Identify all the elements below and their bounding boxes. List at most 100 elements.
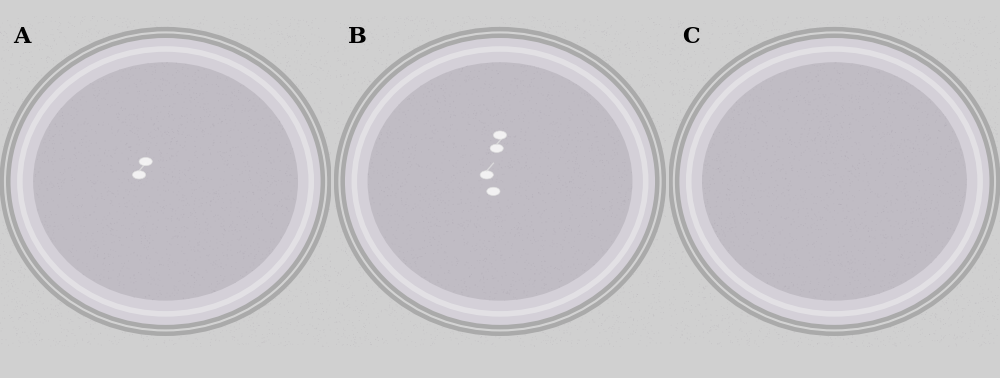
Point xyxy=(167,101,183,107)
Point xyxy=(633,59,649,65)
Point xyxy=(387,34,403,40)
Point xyxy=(907,126,923,132)
Point xyxy=(0,108,11,114)
Point xyxy=(839,81,855,87)
Point xyxy=(544,101,560,107)
Point xyxy=(98,91,114,97)
Point xyxy=(634,235,650,242)
Point xyxy=(34,179,50,185)
Point xyxy=(469,258,485,264)
Point xyxy=(950,73,966,79)
Point xyxy=(896,135,912,141)
Point xyxy=(87,153,103,159)
Point xyxy=(111,60,127,66)
Point xyxy=(128,195,144,201)
Point xyxy=(222,177,238,183)
Point xyxy=(472,102,488,108)
Point xyxy=(580,186,596,192)
Point xyxy=(584,232,600,239)
Point xyxy=(197,137,213,143)
Point xyxy=(549,239,565,245)
Point xyxy=(96,120,112,126)
Point xyxy=(837,301,853,307)
Point xyxy=(263,271,279,277)
Point xyxy=(214,70,230,76)
Point xyxy=(892,232,908,238)
Point xyxy=(789,326,805,332)
Point xyxy=(176,58,192,64)
Point xyxy=(533,288,549,294)
Point xyxy=(364,130,380,136)
Point xyxy=(866,158,882,164)
Point xyxy=(649,228,665,234)
Point xyxy=(101,188,117,194)
Point xyxy=(936,202,952,208)
Point xyxy=(206,64,222,70)
Point xyxy=(86,277,102,283)
Point xyxy=(753,207,769,213)
Point xyxy=(466,203,482,209)
Point xyxy=(204,290,220,296)
Point xyxy=(776,321,792,327)
Point xyxy=(85,100,101,106)
Point xyxy=(610,138,626,144)
Point xyxy=(567,96,583,102)
Point xyxy=(313,98,329,104)
Point xyxy=(721,323,737,329)
Point xyxy=(494,85,510,91)
Point xyxy=(799,306,815,312)
Point xyxy=(540,28,556,34)
Point xyxy=(209,240,225,246)
Point xyxy=(283,238,299,244)
Point xyxy=(187,155,203,161)
Point xyxy=(174,89,190,95)
Point xyxy=(677,254,693,260)
Point xyxy=(844,60,860,67)
Point xyxy=(454,292,470,298)
Point xyxy=(909,242,925,248)
Point xyxy=(334,281,350,287)
Point xyxy=(9,131,25,137)
Point xyxy=(17,303,33,309)
Point xyxy=(69,243,85,249)
Point xyxy=(604,143,620,149)
Point xyxy=(258,105,274,111)
Point xyxy=(170,220,186,226)
Point xyxy=(888,144,904,150)
Point xyxy=(304,43,320,49)
Point xyxy=(225,102,241,108)
Point xyxy=(270,169,286,175)
Point xyxy=(880,112,896,118)
Point xyxy=(100,275,116,281)
Point xyxy=(188,121,204,127)
Point xyxy=(849,254,865,260)
Point xyxy=(69,39,85,45)
Point xyxy=(514,185,530,191)
Point xyxy=(220,204,236,210)
Point xyxy=(563,178,579,184)
Point xyxy=(778,276,794,282)
Point xyxy=(434,70,450,76)
Point xyxy=(363,119,379,125)
Point xyxy=(861,340,877,346)
Point xyxy=(374,221,390,227)
Point xyxy=(644,153,660,160)
Point xyxy=(252,134,268,140)
Point xyxy=(369,265,385,271)
Point xyxy=(473,63,489,69)
Point xyxy=(255,248,271,254)
Point xyxy=(981,51,997,57)
Point xyxy=(469,114,485,120)
Point xyxy=(857,195,873,201)
Point xyxy=(794,131,810,137)
Point xyxy=(270,55,286,61)
Point xyxy=(92,146,108,152)
Point xyxy=(277,343,293,349)
Point xyxy=(433,257,449,263)
Point xyxy=(402,251,418,257)
Point xyxy=(437,219,453,225)
Point xyxy=(556,33,572,39)
Point xyxy=(208,112,224,118)
Point xyxy=(144,96,160,102)
Point xyxy=(101,52,117,58)
